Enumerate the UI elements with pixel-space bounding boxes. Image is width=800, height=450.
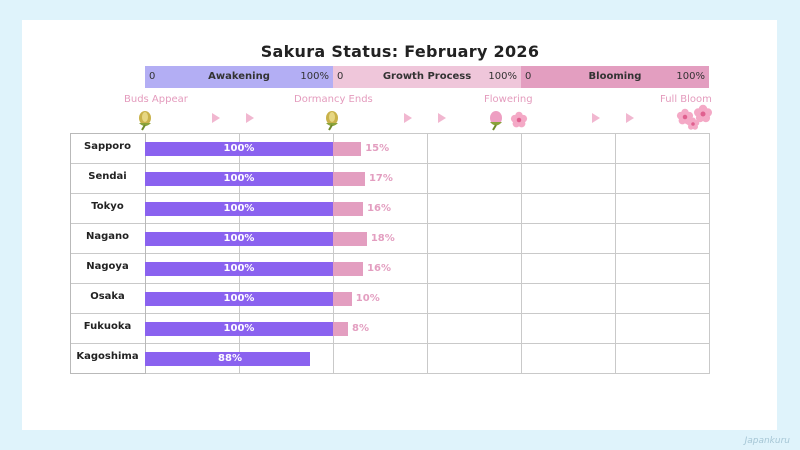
phase-1: 0 Awakening 100%: [145, 66, 333, 88]
progress-arrow: [626, 113, 634, 123]
stage-label: Dormancy Ends: [294, 94, 373, 105]
city-row: Fukuoka: [70, 313, 145, 343]
city-label: Kagoshima: [76, 351, 139, 362]
growth-bar: [333, 202, 364, 216]
growth-value-label: 8%: [352, 323, 370, 334]
growth-value-label: 18%: [370, 233, 395, 244]
city-label: Nagano: [85, 231, 129, 242]
phase-min-label: 0: [337, 71, 344, 82]
phase-min-label: 0: [149, 71, 156, 82]
growth-bar: [333, 142, 362, 156]
phase-2: 0 Growth Process 100%: [333, 66, 521, 88]
phase-name: Blooming: [588, 71, 642, 82]
growth-value-label: 17%: [368, 173, 393, 184]
awakening-value-label: 100%: [223, 173, 255, 184]
sakura-blossom-icon: [676, 108, 694, 125]
awakening-bar: [145, 322, 333, 336]
growth-bar: [333, 232, 367, 246]
chart-title: Sakura Status: February 2026: [260, 42, 540, 61]
sakura-blossom-icon: [694, 104, 712, 123]
awakening-value-label: 100%: [223, 203, 255, 214]
awakening-bar: [145, 232, 333, 246]
awakening-value-label: 100%: [223, 323, 255, 334]
sakura-blossom-icon: [686, 117, 700, 130]
growth-value-label: 15%: [365, 143, 390, 154]
bud-icon: [139, 111, 151, 131]
progress-arrow: [438, 113, 446, 123]
city-label: Osaka: [90, 291, 125, 302]
awakening-bar: [145, 352, 311, 366]
stage-label: Full Bloom: [660, 94, 712, 105]
flower-bud-icon: [490, 111, 502, 131]
bud-icon: [326, 111, 338, 131]
phase-name: Awakening: [208, 71, 270, 82]
city-row: Sendai: [70, 163, 145, 193]
phase-max-label: 100%: [300, 71, 329, 82]
awakening-bar: [145, 202, 333, 216]
growth-bar: [333, 322, 349, 336]
city-row: Tokyo: [70, 193, 145, 223]
growth-value-label: 16%: [367, 203, 392, 214]
city-label: Sapporo: [84, 141, 131, 152]
phase-3: 0 Blooming 100%: [521, 66, 709, 88]
awakening-bar: [145, 292, 333, 306]
city-row: Nagoya: [70, 253, 145, 283]
progress-arrow: [592, 113, 600, 123]
awakening-value-label: 88%: [218, 353, 242, 364]
phase-min-label: 0: [525, 71, 532, 82]
awakening-bar: [145, 172, 333, 186]
awakening-value-label: 100%: [223, 293, 255, 304]
progress-arrow: [404, 113, 412, 123]
awakening-bar: [145, 142, 333, 156]
phase-max-label: 100%: [676, 71, 705, 82]
city-row: Osaka: [70, 283, 145, 313]
city-row: Kagoshima: [70, 343, 145, 373]
city-label: Fukuoka: [83, 321, 132, 332]
brand-logo: Japankuru: [744, 436, 790, 446]
city-label: Nagoya: [86, 261, 129, 272]
growth-bar: [333, 292, 352, 306]
city-label: Tokyo: [91, 201, 124, 212]
awakening-value-label: 100%: [223, 233, 255, 244]
phase-name: Growth Process: [382, 71, 472, 82]
phase-max-label: 100%: [488, 71, 517, 82]
chart-grid: [70, 133, 710, 374]
sakura-blossom-icon: [510, 111, 528, 128]
stage-label: Buds Appear: [124, 94, 188, 105]
city-row: Sapporo: [70, 133, 145, 163]
awakening-bar: [145, 262, 333, 276]
progress-arrow: [212, 113, 220, 123]
growth-value-label: 16%: [367, 263, 392, 274]
growth-value-label: 10%: [355, 293, 380, 304]
awakening-value-label: 100%: [223, 143, 255, 154]
awakening-value-label: 100%: [223, 263, 255, 274]
city-label: Sendai: [88, 171, 127, 182]
city-row: Nagano: [70, 223, 145, 253]
progress-arrow: [246, 113, 254, 123]
stage-label: Flowering: [484, 94, 533, 105]
growth-bar: [333, 172, 365, 186]
growth-bar: [333, 262, 364, 276]
